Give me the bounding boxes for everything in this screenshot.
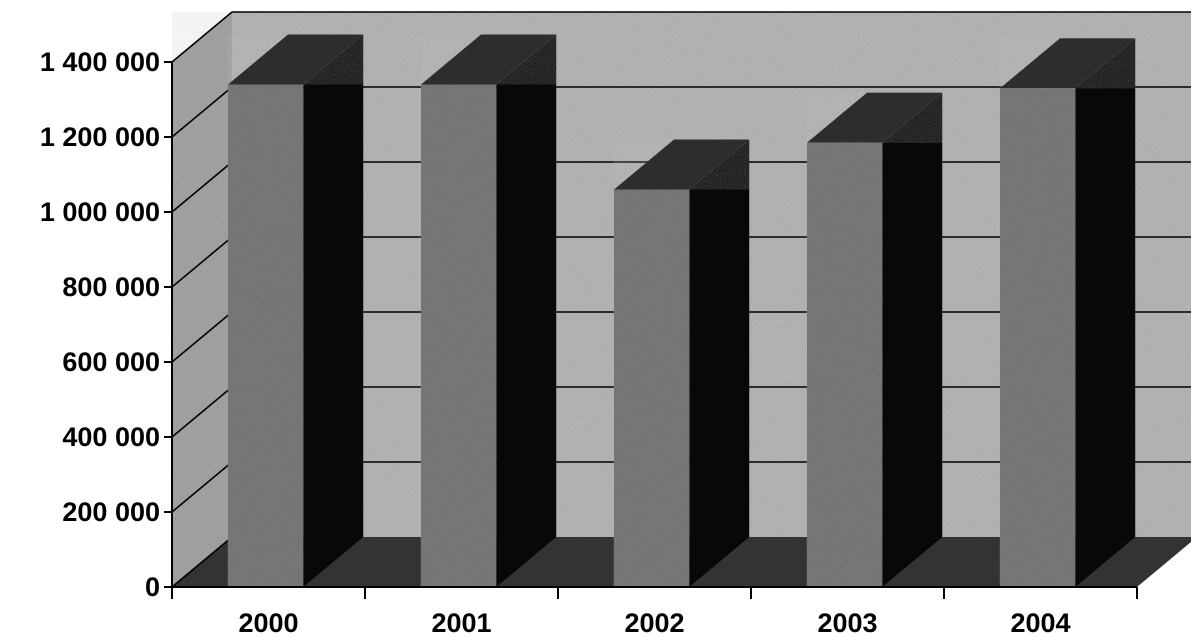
x-tick-label: 2001 bbox=[431, 608, 491, 637]
bar-2002 bbox=[613, 139, 750, 587]
bar-front bbox=[806, 142, 883, 587]
bar-2004 bbox=[999, 38, 1136, 587]
bar-side bbox=[689, 139, 750, 587]
bars bbox=[227, 34, 1136, 587]
bar-top bbox=[806, 92, 943, 143]
gridline-side bbox=[171, 86, 233, 138]
bar-side bbox=[1075, 38, 1136, 587]
y-tick-label: 800 000 bbox=[62, 272, 160, 302]
y-tick-label: 200 000 bbox=[62, 497, 160, 527]
y-tick-label: 1 400 000 bbox=[40, 47, 160, 77]
bar-front bbox=[999, 88, 1076, 587]
axes bbox=[164, 61, 1138, 599]
bar-side bbox=[882, 92, 943, 587]
gridline-side bbox=[171, 161, 233, 213]
gridline-side bbox=[171, 461, 233, 513]
bar-top bbox=[999, 38, 1136, 89]
y-tick-label: 600 000 bbox=[62, 347, 160, 377]
x-tick-label: 2000 bbox=[238, 608, 298, 637]
tick-labels: 0 200 000 400 000 600 000 800 000 1 000 000 1 … bbox=[40, 47, 1071, 637]
y-tick-label: 1 000 000 bbox=[40, 197, 160, 227]
gridline-side bbox=[171, 536, 233, 588]
bar-top bbox=[420, 34, 557, 85]
gridline-side bbox=[171, 311, 233, 363]
bar-front bbox=[420, 84, 497, 587]
x-tick-label: 2003 bbox=[817, 608, 877, 637]
bar-front bbox=[227, 84, 304, 587]
bar-2000 bbox=[227, 34, 364, 587]
bar-2001 bbox=[420, 34, 557, 587]
y-tick-label: 0 bbox=[145, 572, 160, 602]
bar-side bbox=[303, 34, 364, 587]
gridline-side bbox=[171, 11, 233, 63]
bar-top bbox=[613, 139, 750, 190]
gridline-side bbox=[171, 386, 233, 438]
gridline-side bbox=[171, 236, 233, 288]
x-tick-label: 2004 bbox=[1010, 608, 1070, 637]
bar-2003 bbox=[806, 92, 943, 587]
side-wall bbox=[172, 12, 232, 587]
bar-side bbox=[496, 34, 557, 587]
y-tick-label: 1 200 000 bbox=[40, 122, 160, 152]
x-tick-label: 2002 bbox=[624, 608, 684, 637]
bar-front bbox=[613, 189, 690, 587]
y-tick-label: 400 000 bbox=[62, 422, 160, 452]
bar-top bbox=[227, 34, 364, 85]
